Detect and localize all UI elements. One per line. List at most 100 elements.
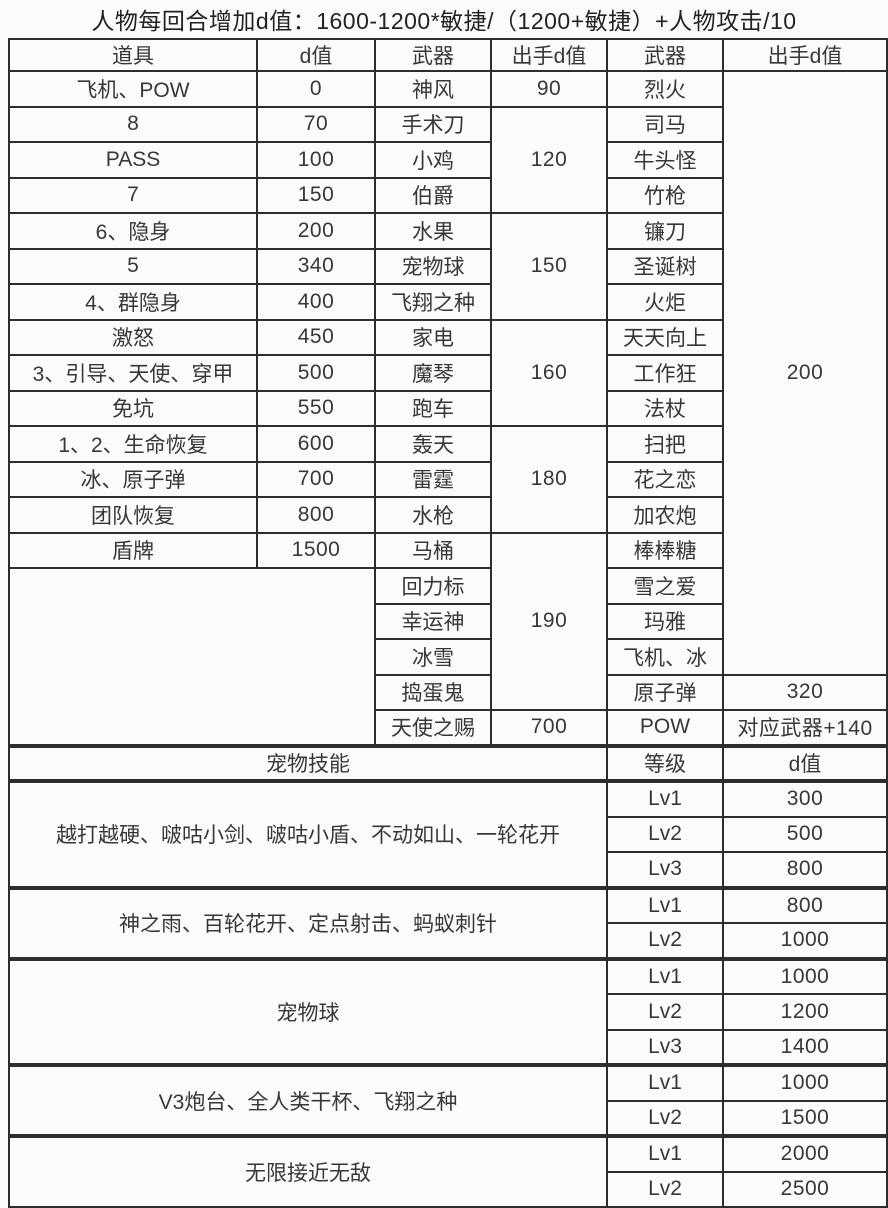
- pet-skill-row: 宠物球 Lv1 1000: [8, 956, 888, 1066]
- table-row: 3、引导、天使、穿甲 500 魔琴 工作狂: [8, 354, 887, 392]
- item-d-cell: 1500: [256, 531, 376, 569]
- dvalue-header-cell: d值: [722, 743, 888, 782]
- shot-d-cell: 700: [490, 709, 608, 747]
- d-value-table: 道具 d值 武器 出手d值 武器 出手d值 飞机、POW 0 神风 90 烈火 …: [8, 38, 888, 1208]
- pet-skill-row: 神之雨、百轮花开、定点射击、蚂蚁刺针 Lv1 800: [8, 885, 888, 960]
- level-cell: Lv2: [606, 1170, 724, 1208]
- weapon2-cell: 司马: [606, 105, 724, 143]
- item-d-cell: 450: [256, 318, 376, 356]
- level-cell: Lv2: [606, 922, 724, 960]
- table-header-row: 道具 d值 武器 出手d值 武器 出手d值: [8, 38, 888, 72]
- weapon2-cell: 牛头怪: [606, 141, 724, 179]
- item-cell: 冰、原子弹: [8, 460, 258, 498]
- item-cell: 免坑: [8, 389, 258, 427]
- level-cell: Lv3: [606, 851, 724, 889]
- item-cell: 3、引导、天使、穿甲: [8, 354, 258, 392]
- pet-skill-cell: 无限接近无敌: [8, 1134, 608, 1208]
- level-cell: Lv2: [606, 993, 724, 1031]
- pet-skill-cell: V3炮台、全人类干杯、飞翔之种: [8, 1063, 608, 1137]
- shot-d-cell: 180: [490, 425, 608, 534]
- weapon-cell: 魔琴: [374, 354, 492, 392]
- weapon-cell: 轰天: [374, 425, 492, 463]
- item-cell: PASS: [8, 141, 258, 179]
- col-header-shot-dvalue2: 出手d值: [722, 38, 888, 72]
- item-cell: 1、2、生命恢复: [8, 425, 258, 463]
- table-row: 冰、原子弹 700 雷霆 花之恋: [8, 460, 887, 498]
- item-d-cell: 800: [256, 496, 376, 534]
- level-cell: Lv1: [606, 956, 724, 995]
- level-d-cell: 300: [722, 779, 888, 818]
- level-d-cell: 1000: [722, 1063, 888, 1102]
- item-d-cell: 400: [256, 283, 376, 321]
- table-row: 团队恢复 800 水枪 加农炮: [8, 496, 887, 534]
- weapon-cell: 幸运神: [374, 602, 492, 640]
- level-cell: Lv1: [606, 779, 724, 818]
- weapon2-cell: 原子弹: [606, 673, 724, 711]
- item-cell: 4、群隐身: [8, 283, 258, 321]
- shot-d2-cell: 200: [722, 70, 888, 676]
- item-cell: 6、隐身: [8, 212, 258, 250]
- pet-skill-row: Lv2 1000: [9, 922, 888, 960]
- weapon2-cell: 烈火: [606, 70, 724, 108]
- weapon-cell: 飞翔之种: [374, 283, 492, 321]
- table-row: 激怒 450 家电 160 天天向上: [8, 318, 887, 427]
- pet-skill-row: V3炮台、全人类干杯、飞翔之种 Lv1 1000: [8, 1063, 888, 1137]
- item-d-cell: 340: [256, 247, 376, 285]
- item-d-cell: 100: [256, 141, 376, 179]
- weapon-cell: 水果: [374, 212, 492, 250]
- shot-d-cell: 90: [490, 70, 608, 108]
- pet-skill-header-cell: 宠物技能: [8, 743, 608, 782]
- level-cell: Lv1: [606, 1063, 724, 1102]
- table-row: 天使之赐 700 POW 对应武器+140: [9, 709, 888, 747]
- item-d-cell: 200: [256, 212, 376, 250]
- weapon2-cell: 飞机、冰: [606, 638, 724, 676]
- weapon-cell: 宠物球: [374, 247, 492, 285]
- table-row: 5 340 宠物球 圣诞树: [8, 247, 887, 285]
- item-cell: 7: [8, 176, 258, 214]
- col-header-dvalue: d值: [256, 38, 376, 72]
- shot-d2-cell: 320: [722, 673, 888, 711]
- weapon-cell: 家电: [374, 318, 492, 356]
- pet-skill-row: 无限接近无敌 Lv1 2000: [8, 1134, 888, 1208]
- shot-d-cell: 150: [490, 212, 608, 321]
- weapon2-cell: 棒棒糖: [606, 531, 724, 569]
- pet-skill-row: Lv2 1200: [9, 993, 888, 1031]
- table-row: 8 70 手术刀 120 司马: [8, 105, 887, 214]
- weapon2-cell: 扫把: [606, 425, 724, 463]
- table-row: 4、群隐身 400 飞翔之种 火炬: [8, 283, 887, 321]
- item-d-cell: 500: [256, 354, 376, 392]
- level-cell: Lv1: [606, 885, 724, 924]
- item-cell: 5: [8, 247, 258, 285]
- level-d-cell: 1000: [722, 922, 888, 960]
- table-row: 幸运神 玛雅: [9, 602, 887, 640]
- item-d-cell: 700: [256, 460, 376, 498]
- level-d-cell: 1500: [722, 1099, 888, 1137]
- level-d-cell: 2000: [722, 1134, 888, 1173]
- col-header-item: 道具: [8, 38, 258, 72]
- weapon-cell: 伯爵: [374, 176, 492, 214]
- pet-skill-row: Lv2 500: [9, 815, 888, 853]
- table-row: 免坑 550 跑车 法杖: [8, 389, 887, 427]
- pet-skill-cell: 宠物球: [8, 956, 608, 1066]
- col-header-weapon2: 武器: [606, 38, 724, 72]
- level-d-cell: 1000: [722, 956, 888, 995]
- table-row: 6、隐身 200 水果 150 镰刀: [8, 212, 887, 321]
- level-header-cell: 等级: [606, 743, 724, 782]
- pet-skill-row: Lv3 800: [9, 851, 888, 889]
- weapon2-cell: 镰刀: [606, 212, 724, 250]
- level-d-cell: 500: [722, 815, 888, 853]
- level-d-cell: 1200: [722, 993, 888, 1031]
- item-d-cell: 600: [256, 425, 376, 463]
- level-d-cell: 1400: [722, 1028, 888, 1066]
- pet-section-header-row: 宠物技能 等级 d值: [8, 743, 888, 782]
- pet-skill-row: Lv2 1500: [9, 1099, 888, 1137]
- level-cell: Lv3: [606, 1028, 724, 1066]
- formula-title: 人物每回合增加d值：1600-1200*敏捷/（1200+敏捷）+人物攻击/10: [91, 8, 797, 34]
- shot-d2-cell: 对应武器+140: [722, 709, 888, 747]
- level-d-cell: 2500: [722, 1170, 888, 1208]
- table-row: 回力标 雪之爱: [8, 567, 887, 747]
- item-cell: 团队恢复: [8, 496, 258, 534]
- item-cell: 8: [8, 105, 258, 143]
- weapon-cell: 雷霆: [374, 460, 492, 498]
- weapon2-cell: 火炬: [606, 283, 724, 321]
